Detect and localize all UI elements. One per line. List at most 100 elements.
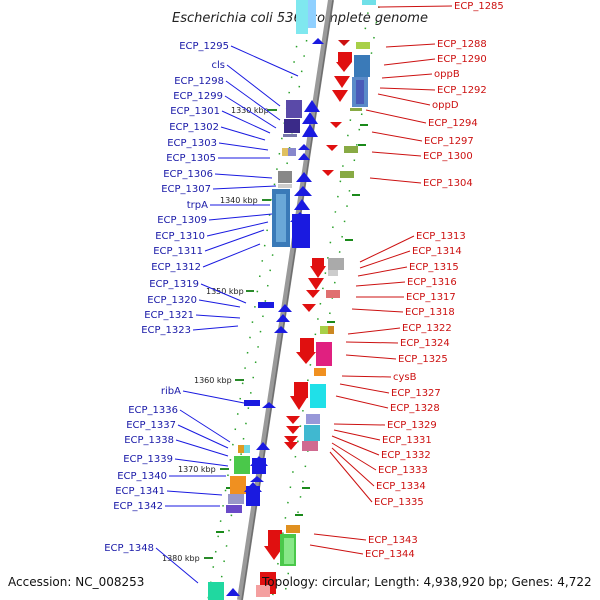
reverse-leader-line bbox=[331, 435, 380, 456]
reverse-leader-line bbox=[339, 383, 390, 394]
gene-label[interactable]: ECP_1338 bbox=[124, 435, 174, 446]
gene-label[interactable]: ECP_1310 bbox=[155, 231, 205, 242]
gene-label[interactable]: ECP_1341 bbox=[115, 486, 165, 497]
gene-label[interactable]: ECP_1331 bbox=[382, 435, 432, 446]
gene-label[interactable]: ECP_1315 bbox=[409, 262, 459, 273]
accession-text: Accession: NC_008253 bbox=[8, 575, 144, 589]
gene-label[interactable]: ECP_1340 bbox=[117, 471, 167, 482]
gene-label[interactable]: ECP_1317 bbox=[406, 292, 456, 303]
gene-label[interactable]: ECP_1297 bbox=[424, 136, 474, 147]
gene-label[interactable]: ECP_1312 bbox=[151, 262, 201, 273]
reverse-leader-line bbox=[333, 429, 381, 441]
gene-label[interactable]: ECP_1316 bbox=[407, 277, 457, 288]
gene-label[interactable]: ECP_1321 bbox=[144, 310, 194, 321]
gene-label[interactable]: ECP_1285 bbox=[454, 1, 504, 12]
gene-label[interactable]: ECP_1343 bbox=[368, 535, 418, 546]
forward-leader-line bbox=[200, 283, 247, 304]
gene-label[interactable]: ECP_1344 bbox=[365, 549, 415, 560]
gene-label[interactable]: ECP_1342 bbox=[113, 501, 163, 512]
gene-label[interactable]: ECP_1332 bbox=[381, 450, 431, 461]
forward-leader-line bbox=[212, 185, 277, 190]
gene-label[interactable]: ECP_1300 bbox=[423, 151, 473, 162]
reverse-leader-line bbox=[345, 341, 399, 344]
gene-label[interactable]: trpA bbox=[187, 200, 208, 211]
gene-label[interactable]: ECP_1337 bbox=[126, 420, 176, 431]
gene-label[interactable]: ECP_1314 bbox=[412, 246, 462, 257]
gene-label[interactable]: ECP_1311 bbox=[153, 246, 203, 257]
gene-label[interactable]: ECP_1301 bbox=[170, 106, 220, 117]
forward-leader-line bbox=[221, 110, 271, 134]
reverse-leader-line bbox=[355, 281, 406, 287]
reverse-leader-line bbox=[335, 395, 389, 409]
gene-label[interactable]: ECP_1303 bbox=[167, 138, 217, 149]
gene-label[interactable]: ECP_1305 bbox=[166, 153, 216, 164]
gene-label[interactable]: ECP_1309 bbox=[157, 215, 207, 226]
gene-label[interactable]: ECP_1325 bbox=[398, 354, 448, 365]
reverse-leader-line bbox=[385, 43, 436, 48]
gene-label[interactable]: ECP_1307 bbox=[161, 184, 211, 195]
gene-label[interactable]: ECP_1324 bbox=[400, 338, 450, 349]
gene-label[interactable]: ECP_1348 bbox=[104, 543, 154, 554]
scale-label-1330: 1330 kbp bbox=[231, 106, 269, 115]
forward-leader-line bbox=[208, 213, 273, 221]
gene-label[interactable]: ECP_1292 bbox=[437, 85, 487, 96]
gene-label[interactable]: ECP_1313 bbox=[416, 231, 466, 242]
gene-label[interactable]: ECP_1322 bbox=[402, 323, 452, 334]
forward-leader-line bbox=[179, 409, 231, 443]
reverse-leader-line bbox=[369, 177, 422, 184]
gene-label[interactable]: ECP_1327 bbox=[391, 388, 441, 399]
scale-label-1380: 1380 kbp bbox=[162, 554, 200, 563]
forward-leader-line bbox=[175, 439, 229, 457]
reverse-genes bbox=[256, 0, 376, 597]
forward-leader-line bbox=[214, 173, 273, 179]
gene-label[interactable]: ECP_1335 bbox=[374, 497, 424, 508]
gene-label[interactable]: ECP_1288 bbox=[437, 39, 487, 50]
gene-label[interactable]: ECP_1334 bbox=[376, 481, 426, 492]
gene-label[interactable]: ribA bbox=[161, 386, 181, 397]
gene-label[interactable]: ECP_1306 bbox=[163, 169, 213, 180]
gene-label[interactable]: ECP_1319 bbox=[149, 279, 199, 290]
leader-lines-right bbox=[309, 5, 453, 555]
scale-label-1360: 1360 kbp bbox=[194, 376, 232, 385]
topology-text: Topology: circular; Length: 4,938,920 bp… bbox=[261, 575, 592, 589]
gene-label[interactable]: ECP_1298 bbox=[174, 76, 224, 87]
reverse-leader-line bbox=[331, 442, 377, 471]
gene-label[interactable]: oppD bbox=[432, 100, 459, 111]
reverse-leader-line bbox=[359, 250, 411, 269]
forward-leader-line bbox=[225, 80, 281, 121]
gene-label[interactable]: ECP_1323 bbox=[141, 325, 191, 336]
gene-label[interactable]: cls bbox=[212, 60, 226, 71]
gene-label[interactable]: ECP_1318 bbox=[405, 307, 455, 318]
gene-label[interactable]: ECP_1304 bbox=[423, 178, 473, 189]
reverse-leader-line bbox=[331, 447, 375, 487]
forward-leader-line bbox=[166, 490, 223, 496]
gene-label[interactable]: ECP_1302 bbox=[169, 122, 219, 133]
reverse-leader-line bbox=[377, 93, 431, 106]
gene-label[interactable]: oppB bbox=[434, 69, 460, 80]
forward-leader-line bbox=[218, 142, 269, 151]
reverse-leader-line bbox=[309, 544, 364, 555]
reverse-leader-line bbox=[371, 151, 422, 157]
forward-leader-line bbox=[174, 458, 229, 467]
gene-label[interactable]: ECP_1329 bbox=[387, 420, 437, 431]
gene-label[interactable]: ECP_1333 bbox=[378, 465, 428, 476]
forward-leader-line bbox=[204, 229, 265, 252]
forward-leader-line bbox=[202, 243, 261, 268]
forward-leader-line bbox=[182, 390, 245, 404]
reverse-leader-line bbox=[341, 375, 392, 378]
forward-leader-line bbox=[195, 314, 241, 319]
gene-label[interactable]: ECP_1339 bbox=[123, 454, 173, 465]
gene-label[interactable]: ECP_1294 bbox=[428, 118, 478, 129]
gene-label[interactable]: ECP_1295 bbox=[179, 41, 229, 52]
gene-label[interactable]: ECP_1328 bbox=[390, 403, 440, 414]
forward-genes bbox=[208, 0, 324, 600]
reverse-leader-line bbox=[329, 451, 373, 503]
gene-label[interactable]: ECP_1290 bbox=[437, 54, 487, 65]
gene-label[interactable]: cysB bbox=[393, 372, 417, 383]
gene-label[interactable]: ECP_1299 bbox=[173, 91, 223, 102]
gene-label[interactable]: ECP_1336 bbox=[128, 405, 178, 416]
reverse-leader-line bbox=[351, 308, 404, 313]
forward-leader-line bbox=[230, 45, 299, 77]
leader-lines-left bbox=[155, 45, 299, 584]
gene-label[interactable]: ECP_1320 bbox=[147, 295, 197, 306]
